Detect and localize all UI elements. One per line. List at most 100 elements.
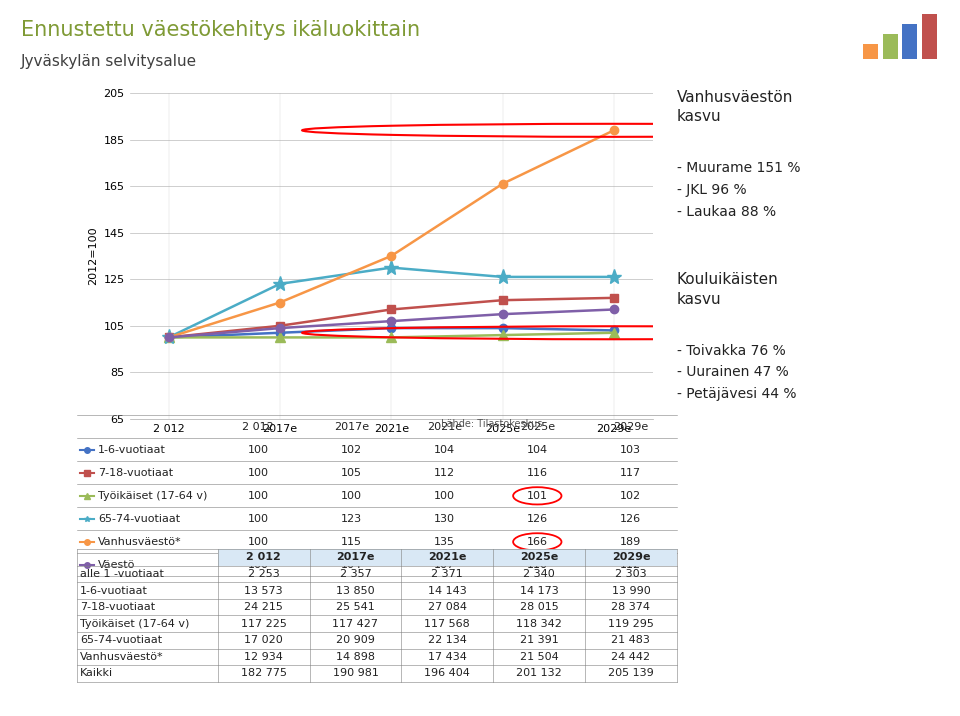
Text: 28 015: 28 015 bbox=[519, 602, 559, 612]
Text: 101: 101 bbox=[527, 491, 548, 500]
Text: 17 020: 17 020 bbox=[245, 635, 283, 645]
Text: 118 342: 118 342 bbox=[516, 619, 562, 629]
Text: 2017e: 2017e bbox=[334, 422, 369, 432]
Text: 107: 107 bbox=[434, 560, 455, 570]
Text: 7-18-vuotiaat: 7-18-vuotiaat bbox=[80, 602, 155, 612]
Text: 117: 117 bbox=[620, 468, 641, 478]
Text: 182 775: 182 775 bbox=[241, 668, 287, 678]
Text: 13 573: 13 573 bbox=[245, 586, 283, 596]
Text: Ennustettu väestökehitys ikäluokittain: Ennustettu väestökehitys ikäluokittain bbox=[21, 20, 420, 40]
Text: 102: 102 bbox=[341, 445, 362, 455]
Bar bbox=[902, 24, 918, 59]
Text: 100: 100 bbox=[248, 560, 269, 570]
Text: 21 504: 21 504 bbox=[519, 652, 559, 662]
Text: 14 173: 14 173 bbox=[519, 586, 559, 596]
Bar bbox=[401, 549, 493, 566]
Text: 21 391: 21 391 bbox=[519, 635, 559, 645]
Text: 20 909: 20 909 bbox=[336, 635, 375, 645]
Text: 115: 115 bbox=[341, 537, 362, 547]
Bar bbox=[923, 14, 937, 59]
Text: 2025e: 2025e bbox=[520, 553, 558, 563]
Text: 100: 100 bbox=[248, 491, 269, 500]
Text: 105: 105 bbox=[341, 468, 362, 478]
Text: Kunta- ja aluehallinto-osasto: Kunta- ja aluehallinto-osasto bbox=[139, 695, 299, 705]
Text: 2021e: 2021e bbox=[428, 553, 467, 563]
Text: 2029e: 2029e bbox=[612, 553, 650, 563]
Text: 119 295: 119 295 bbox=[608, 619, 654, 629]
Bar bbox=[309, 549, 401, 566]
Text: 196 404: 196 404 bbox=[424, 668, 470, 678]
Text: 2 357: 2 357 bbox=[340, 569, 372, 579]
Text: 100: 100 bbox=[434, 491, 455, 500]
Text: VALTIOVARAINMINISTERIÖ: VALTIOVARAINMINISTERIÖ bbox=[12, 694, 185, 707]
Text: 2017e: 2017e bbox=[336, 553, 374, 563]
Text: Jyväskylän selvitysalue: Jyväskylän selvitysalue bbox=[21, 54, 197, 69]
Text: 123: 123 bbox=[341, 514, 362, 524]
Text: 1-6-vuotiaat: 1-6-vuotiaat bbox=[80, 586, 148, 596]
Text: Vanhusväestö*: Vanhusväestö* bbox=[80, 652, 163, 662]
Text: 100: 100 bbox=[248, 514, 269, 524]
Text: 130: 130 bbox=[434, 514, 455, 524]
Text: 126: 126 bbox=[527, 514, 548, 524]
Text: 116: 116 bbox=[527, 468, 548, 478]
Text: 14 898: 14 898 bbox=[336, 652, 375, 662]
Text: 24 215: 24 215 bbox=[244, 602, 283, 612]
Text: 1-6-vuotiaat: 1-6-vuotiaat bbox=[98, 445, 166, 455]
Text: 104: 104 bbox=[434, 445, 455, 455]
Bar bbox=[218, 549, 309, 566]
Text: 2 253: 2 253 bbox=[248, 569, 279, 579]
Text: - Toivakka 76 %
- Uurainen 47 %
- Petäjävesi 44 %: - Toivakka 76 % - Uurainen 47 % - Petäjä… bbox=[677, 344, 796, 401]
Text: Kaikki: Kaikki bbox=[80, 668, 113, 678]
Text: 17 434: 17 434 bbox=[428, 652, 467, 662]
Text: 117 225: 117 225 bbox=[241, 619, 287, 629]
Text: Työikäiset (17-64 v): Työikäiset (17-64 v) bbox=[98, 491, 207, 500]
Text: 2 303: 2 303 bbox=[615, 569, 647, 579]
Text: 13 850: 13 850 bbox=[336, 586, 374, 596]
Bar bbox=[882, 34, 898, 59]
Text: 2021e: 2021e bbox=[427, 422, 462, 432]
Text: 65-74-vuotiaat: 65-74-vuotiaat bbox=[80, 635, 162, 645]
Text: Lähde: Tilastokeskus: Lähde: Tilastokeskus bbox=[441, 419, 542, 429]
Text: 28 374: 28 374 bbox=[612, 602, 651, 612]
Text: alle 1 -vuotiaat: alle 1 -vuotiaat bbox=[80, 569, 163, 579]
Text: Väestö: Väestö bbox=[98, 560, 135, 570]
Text: 9: 9 bbox=[927, 694, 936, 707]
Text: 100: 100 bbox=[248, 468, 269, 478]
Text: 24 442: 24 442 bbox=[612, 652, 651, 662]
Text: 12 934: 12 934 bbox=[244, 652, 283, 662]
Text: 117 427: 117 427 bbox=[332, 619, 378, 629]
Text: 17.10.2012: 17.10.2012 bbox=[845, 695, 908, 705]
Text: 117 568: 117 568 bbox=[424, 619, 470, 629]
Text: 104: 104 bbox=[341, 560, 362, 570]
Text: 100: 100 bbox=[341, 491, 362, 500]
Text: 25 541: 25 541 bbox=[336, 602, 374, 612]
Text: 135: 135 bbox=[434, 537, 455, 547]
Bar bbox=[863, 44, 877, 59]
Text: 189: 189 bbox=[619, 537, 641, 547]
Text: 100: 100 bbox=[248, 445, 269, 455]
Text: 102: 102 bbox=[620, 491, 641, 500]
Text: Työikäiset (17-64 v): Työikäiset (17-64 v) bbox=[80, 619, 189, 629]
Text: 2 012: 2 012 bbox=[243, 422, 275, 432]
Text: 7-18-vuotiaat: 7-18-vuotiaat bbox=[98, 468, 173, 478]
Text: 166: 166 bbox=[527, 537, 548, 547]
Text: 27 084: 27 084 bbox=[428, 602, 467, 612]
Text: 112: 112 bbox=[620, 560, 641, 570]
Text: Kouluikäisten
kasvu: Kouluikäisten kasvu bbox=[677, 272, 779, 307]
Text: 2029e: 2029e bbox=[612, 422, 648, 432]
Text: 100: 100 bbox=[248, 537, 269, 547]
Text: 110: 110 bbox=[527, 560, 548, 570]
Text: 126: 126 bbox=[620, 514, 641, 524]
Text: 201 132: 201 132 bbox=[516, 668, 562, 678]
Bar bbox=[585, 549, 677, 566]
Text: Vanhusväestön
kasvu: Vanhusväestön kasvu bbox=[677, 90, 793, 125]
Text: 205 139: 205 139 bbox=[608, 668, 654, 678]
Text: 2 371: 2 371 bbox=[431, 569, 463, 579]
Text: 65-74-vuotiaat: 65-74-vuotiaat bbox=[98, 514, 180, 524]
Text: - Muurame 151 %
- JKL 96 %
- Laukaa 88 %: - Muurame 151 % - JKL 96 % - Laukaa 88 % bbox=[677, 161, 801, 218]
Text: 190 981: 190 981 bbox=[332, 668, 378, 678]
Text: 112: 112 bbox=[434, 468, 455, 478]
Text: 13 990: 13 990 bbox=[612, 586, 650, 596]
Text: 2 012: 2 012 bbox=[247, 553, 281, 563]
Text: 21 483: 21 483 bbox=[612, 635, 650, 645]
